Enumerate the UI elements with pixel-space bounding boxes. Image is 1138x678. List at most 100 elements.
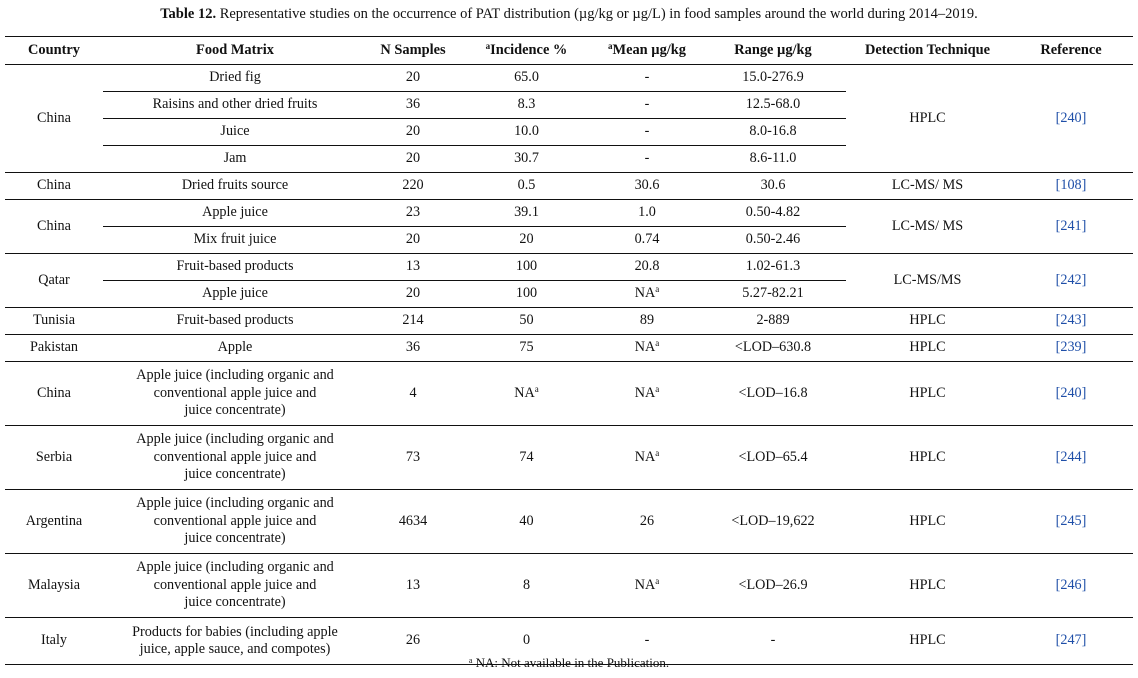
mean-value: - — [644, 632, 650, 649]
cell-n-samples: 20 — [367, 145, 459, 173]
mean-footnote-mark: a — [655, 447, 660, 458]
cell-range: 0.50-4.82 — [700, 199, 846, 227]
table-header-row: Country Food Matrix N Samples aIncidence… — [5, 36, 1133, 65]
incidence-value: 8 — [522, 576, 531, 593]
mean-footnote-mark: a — [655, 338, 660, 349]
header-range: Range µg/kg — [700, 36, 846, 65]
table-footnote: a NA: Not available in the Publication. — [0, 655, 1138, 671]
cell-mean: 1.0 — [594, 199, 700, 227]
table-caption-text: Representative studies on the occurrence… — [219, 6, 978, 22]
cell-food-matrix: Apple juice — [103, 199, 367, 227]
table-row: China Apple juice 23 39.1 1.0 0.50-4.82 LC-MS/… — [5, 199, 1133, 254]
cell-mean: - — [594, 145, 700, 173]
header-mean-mark: a — [608, 41, 613, 51]
table-row: China Dried fruits source 220 0.5 30.6 30.6 LC… — [5, 172, 1133, 200]
incidence-value: 40 — [519, 512, 534, 529]
incidence-value: 100 — [515, 285, 538, 302]
cell-country: China — [5, 172, 103, 200]
cell-incidence: 75 — [459, 334, 594, 362]
cell-reference-link[interactable]: [108] — [1009, 172, 1133, 200]
mean-value: NA — [634, 576, 656, 593]
cell-reference-link[interactable]: [240] — [1009, 64, 1133, 173]
cell-n-samples: 20 — [367, 280, 459, 308]
cell-n-samples: 4 — [367, 361, 459, 426]
incidence-value: 65.0 — [514, 69, 539, 86]
cell-reference-link[interactable]: [241] — [1009, 199, 1133, 254]
cell-mean: 30.6 — [594, 172, 700, 200]
cell-n-samples: 214 — [367, 307, 459, 335]
cell-country: Serbia — [5, 425, 103, 490]
incidence-value: 20 — [519, 231, 534, 248]
cell-reference-link[interactable]: [243] — [1009, 307, 1133, 335]
cell-incidence: 50 — [459, 307, 594, 335]
cell-range: <LOD–630.8 — [700, 334, 846, 362]
cell-country: Qatar — [5, 253, 103, 308]
table-caption: Table 12. Representative studies on the … — [0, 4, 1138, 24]
incidence-value: 74 — [519, 448, 534, 465]
header-food-matrix: Food Matrix — [103, 36, 367, 65]
cell-mean: 26 — [594, 489, 700, 554]
mean-value: 1.0 — [638, 204, 656, 221]
cell-mean: 20.8 — [594, 253, 700, 281]
data-table: Country Food Matrix N Samples aIncidence… — [5, 36, 1133, 665]
table-body: China Dried fig 20 65.0-15.0-276.9 HPLC [240]… — [5, 64, 1133, 665]
cell-n-samples: 36 — [367, 91, 459, 119]
cell-mean: - — [594, 64, 700, 92]
cell-reference-link[interactable]: [245] — [1009, 489, 1133, 554]
cell-mean: - — [594, 617, 700, 665]
food-matrix-line: conventional apple juice and — [153, 512, 317, 529]
cell-reference-link[interactable]: [244] — [1009, 425, 1133, 490]
mean-footnote-mark: a — [655, 383, 660, 394]
mean-value: 26 — [639, 512, 655, 529]
cell-reference-link[interactable]: [247] — [1009, 617, 1133, 665]
cell-food-matrix: Dried fruits source — [103, 172, 367, 200]
cell-incidence: 100 — [459, 280, 594, 308]
mean-value: - — [644, 69, 650, 86]
cell-range: 15.0-276.9 — [700, 64, 846, 92]
footnote-mark: a — [468, 656, 473, 665]
incidence-value: 10.0 — [514, 123, 539, 140]
incidence-value: 100 — [515, 258, 538, 275]
table-row: Malaysia Apple juice (including organic a… — [5, 553, 1133, 618]
header-incidence-label: Incidence % — [490, 42, 568, 58]
cell-food-matrix: Apple juice (including organic and conven… — [103, 553, 367, 618]
cell-food-matrix: Jam — [103, 145, 367, 173]
cell-n-samples: 20 — [367, 118, 459, 146]
cell-country: China — [5, 64, 103, 173]
table-row: Pakistan Apple 36 75 NAa <LOD–630.8 HPLC [239] — [5, 334, 1133, 362]
cell-incidence: 8.3 — [459, 91, 594, 119]
cell-country: Italy — [5, 617, 103, 665]
cell-detection-technique: HPLC — [846, 553, 1009, 618]
cell-reference-link[interactable]: [246] — [1009, 553, 1133, 618]
cell-n-samples: 23 — [367, 199, 459, 227]
cell-mean: 89 — [594, 307, 700, 335]
mean-value: - — [644, 150, 650, 167]
mean-footnote-mark: a — [655, 284, 660, 295]
food-matrix-line: juice concentrate) — [184, 530, 286, 547]
cell-reference-link[interactable]: [240] — [1009, 361, 1133, 426]
table-row: Apple juice 20 100 NAa 5.27-82.21 — [5, 280, 1133, 308]
cell-incidence: NAa — [459, 361, 594, 426]
cell-range: 5.27-82.21 — [700, 280, 846, 308]
cell-incidence: 10.0 — [459, 118, 594, 146]
cell-food-matrix: Apple juice (including organic and conven… — [103, 489, 367, 554]
cell-n-samples: 73 — [367, 425, 459, 490]
incidence-value: 0 — [522, 632, 531, 649]
cell-food-matrix: Apple juice (including organic and conven… — [103, 425, 367, 490]
cell-incidence: 8 — [459, 553, 594, 618]
cell-mean: NAa — [594, 280, 700, 308]
cell-n-samples: 20 — [367, 64, 459, 92]
cell-range: 0.50-2.46 — [700, 226, 846, 254]
cell-reference-link[interactable]: [242] — [1009, 253, 1133, 308]
cell-reference-link[interactable]: [239] — [1009, 334, 1133, 362]
cell-country: China — [5, 199, 103, 254]
cell-country: Argentina — [5, 489, 103, 554]
cell-food-matrix: Apple — [103, 334, 367, 362]
food-matrix-line: juice, apple sauce, and compotes) — [139, 641, 331, 657]
cell-mean: NAa — [594, 553, 700, 618]
cell-mean: NAa — [594, 425, 700, 490]
cell-detection-technique: HPLC — [846, 617, 1009, 665]
cell-range: 2-889 — [700, 307, 846, 335]
header-incidence: aIncidence % — [459, 36, 594, 65]
